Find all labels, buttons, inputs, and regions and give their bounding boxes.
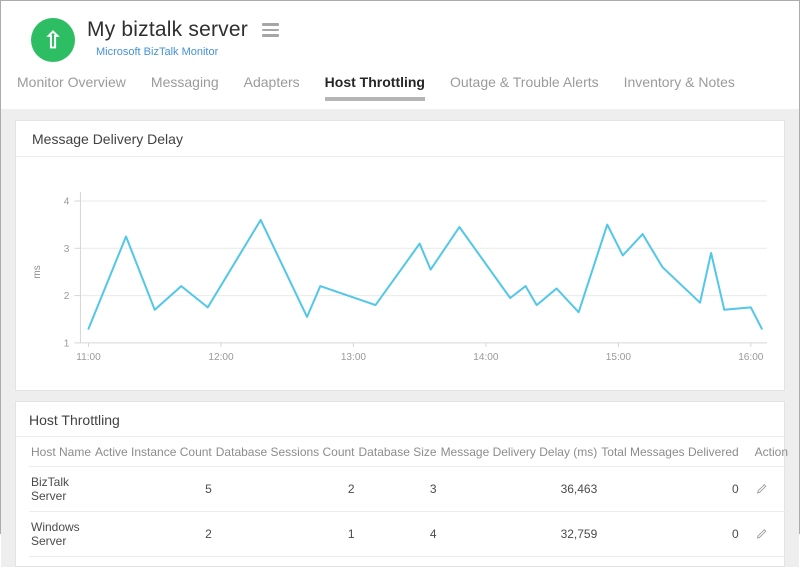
chart-panel-title: Message Delivery Delay xyxy=(16,121,784,157)
tab-messaging[interactable]: Messaging xyxy=(150,74,219,90)
host-throttling-table: Host Name Active Instance Count Database… xyxy=(29,437,791,557)
tab-host-throttling[interactable]: Host Throttling xyxy=(324,74,425,101)
svg-text:2: 2 xyxy=(64,291,70,302)
cell-active-instance-count: 2 xyxy=(93,511,214,557)
table-panel-title: Host Throttling xyxy=(16,402,784,437)
arrow-up-icon: ⇧ xyxy=(43,26,63,53)
svg-text:1: 1 xyxy=(64,338,70,349)
tab-inventory-notes[interactable]: Inventory & Notes xyxy=(623,74,735,90)
svg-text:13:00: 13:00 xyxy=(341,352,367,363)
chart-area: 1 2 3 4 11:00 12:00 13:00 14:00 15:00 16:00 ms xyxy=(16,157,784,390)
cell-message-delivery-delay: 36,463 xyxy=(438,466,600,512)
tab-bar: Monitor Overview Messaging Adapters Host… xyxy=(16,74,784,101)
host-throttling-panel: Host Throttling Host Name Active Instanc… xyxy=(15,401,791,567)
delay-line-chart: 1 2 3 4 11:00 12:00 13:00 14:00 15:00 16:00 ms xyxy=(32,192,767,363)
table-header-row: Host Name Active Instance Count Database… xyxy=(29,437,791,467)
cell-total-messages-delivered: 0 xyxy=(599,511,741,557)
tab-adapters[interactable]: Adapters xyxy=(243,74,300,90)
page-header: ⇧ My biztalk server Microsoft BizTalk Mo… xyxy=(1,1,799,109)
monitor-type-link[interactable]: Microsoft BizTalk Monitor xyxy=(96,46,219,58)
svg-text:4: 4 xyxy=(64,197,70,208)
col-action: Action xyxy=(740,437,791,467)
col-total-messages-delivered: Total Messages Delivered xyxy=(599,437,741,467)
cell-host-name: Windows Server xyxy=(29,511,94,557)
hamburger-menu-icon[interactable] xyxy=(261,23,279,37)
message-delivery-delay-panel: Message Delivery Delay 1 2 3 4 11:00 12:00 13:… xyxy=(15,120,785,391)
svg-text:14:00: 14:00 xyxy=(473,352,499,363)
svg-text:15:00: 15:00 xyxy=(606,352,632,363)
col-message-delivery-delay: Message Delivery Delay (ms) xyxy=(438,437,600,467)
content-area: Message Delivery Delay 1 2 3 4 11:00 12:00 13:… xyxy=(1,109,799,567)
edit-pencil-icon[interactable] xyxy=(755,526,768,539)
cell-database-size: 4 xyxy=(356,511,439,557)
table-row-windows-server: Windows Server 2 1 4 32,759 0 xyxy=(29,511,791,557)
table-row-biztalk-server: BizTalk Server 5 2 3 36,463 0 xyxy=(29,466,791,512)
svg-text:ms: ms xyxy=(32,265,43,278)
cell-host-name: BizTalk Server xyxy=(29,466,94,512)
col-database-sessions-count: Database Sessions Count xyxy=(213,437,357,467)
svg-text:12:00: 12:00 xyxy=(208,352,234,363)
svg-text:11:00: 11:00 xyxy=(76,352,101,363)
svg-text:3: 3 xyxy=(64,244,70,255)
tab-outage-trouble-alerts[interactable]: Outage & Trouble Alerts xyxy=(449,74,599,90)
col-host-name: Host Name xyxy=(29,437,94,467)
cell-database-sessions-count: 1 xyxy=(213,511,357,557)
col-active-instance-count: Active Instance Count xyxy=(93,437,214,467)
cell-database-size: 3 xyxy=(356,466,439,512)
edit-pencil-icon[interactable] xyxy=(755,481,768,494)
tab-monitor-overview[interactable]: Monitor Overview xyxy=(17,74,126,90)
page-title: My biztalk server xyxy=(87,18,248,41)
col-database-size: Database Size xyxy=(356,437,439,467)
monitor-status-avatar: ⇧ xyxy=(31,18,75,62)
cell-total-messages-delivered: 0 xyxy=(599,466,741,512)
cell-database-sessions-count: 2 xyxy=(213,466,357,512)
cell-message-delivery-delay: 32,759 xyxy=(438,511,600,557)
cell-active-instance-count: 5 xyxy=(93,466,214,512)
svg-text:16:00: 16:00 xyxy=(738,352,764,363)
